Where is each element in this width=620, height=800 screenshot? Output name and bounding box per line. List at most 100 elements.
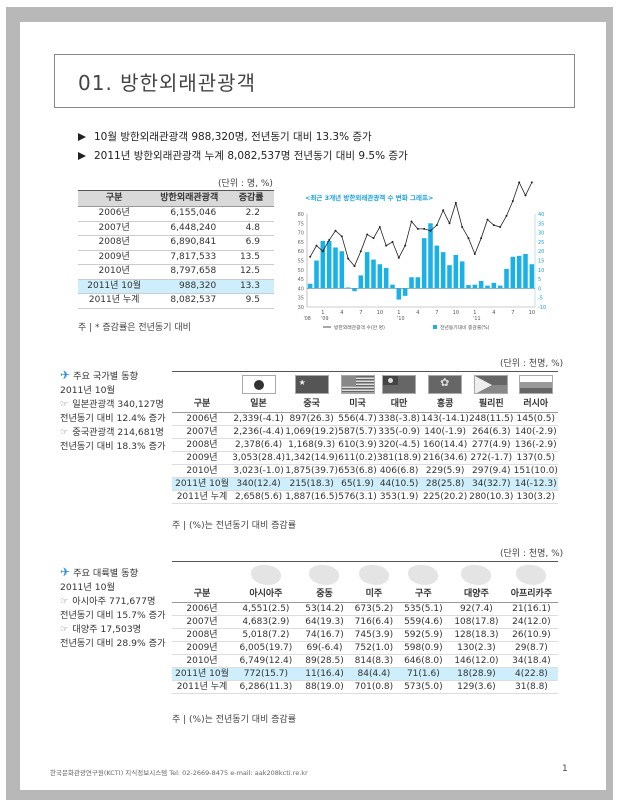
triangle-bullet-icon (78, 133, 86, 141)
table-cell: 88(19.0) (299, 680, 350, 694)
table-cell: 264(6.3) (469, 425, 514, 439)
table-cell: 988,320 (150, 279, 229, 294)
x-tick-label: 10 (453, 310, 459, 316)
table-cell: 611(0.2) (338, 451, 377, 465)
icon-cell (448, 562, 505, 588)
table-cell: 4,683(2.9) (232, 615, 300, 629)
year-label: '11 (473, 316, 480, 322)
visitor-point (416, 227, 419, 230)
rate-bar (339, 251, 345, 289)
table-cell: 8,082,537 (150, 293, 229, 309)
pointing-hand-icon: ☞ (60, 427, 69, 438)
table-cell: 2,658(5.6) (232, 490, 286, 504)
table-row: 2008년 5,018(7.2) 74(16.7) 745(3.9) 592(5.9) 1… (172, 628, 558, 642)
rate-bar (358, 275, 364, 289)
side-item: 전년동기 대비 18.3% 증가 (60, 441, 166, 452)
table-cell: 6,005(19.7) (232, 641, 300, 655)
table-cell: 381(18.9) (376, 451, 422, 465)
table-cell: 229(5.9) (421, 464, 470, 478)
table-cell: 216(34.6) (421, 451, 470, 465)
table-cell: 4.8 (228, 221, 274, 236)
table-cell: 6,448,240 (150, 221, 229, 236)
table-row: 2008년 2,378(6.4) 1,168(9.3) 610(3.9) 320(-4.… (172, 438, 558, 452)
side-item: 전년동기 대비 12.4% 증가 (60, 413, 166, 424)
rate-bar (529, 264, 535, 289)
table-cell: 74(16.7) (299, 628, 350, 642)
table-cell: 24(12.0) (504, 615, 558, 629)
table-cell: 576(3.1) (338, 490, 377, 504)
rate-bar (447, 265, 452, 289)
table-cell: 646(8.0) (398, 654, 449, 668)
visitor-point (461, 226, 464, 229)
table-cell: 14(-12.3) (513, 477, 558, 491)
japan-flag-icon (241, 375, 276, 395)
icon-cell (513, 372, 558, 398)
visitor-point (372, 237, 375, 240)
visitor-point (321, 250, 324, 253)
visitor-chart: <최근 3개년 방한외래관광객 수 변화 그래프>303540455055606… (298, 181, 546, 330)
airplane-icon: ✈ (60, 565, 71, 579)
y-right-tick-label: 15 (538, 259, 544, 265)
table-cell: 335(-0.9) (376, 425, 422, 439)
x-tick-label: 10 (529, 310, 535, 316)
oceania-map-icon (461, 564, 492, 585)
table-row: 2011년 누계 2,658(5.6) 1,887(16.5) 576(3.1) 353… (172, 490, 558, 504)
table-cell: 146(12.0) (448, 654, 505, 668)
column-header: 미국 (338, 397, 377, 413)
rate-bar (396, 288, 402, 300)
visitor-point (518, 181, 521, 184)
column-header: 아시아주 (232, 587, 300, 603)
header-row: 구분 방한외래관광객 증감률 (78, 190, 274, 207)
visitor-point (353, 265, 356, 268)
table-cell: 11(16.4) (299, 667, 350, 681)
table-cell: 897(26.3) (285, 412, 339, 426)
x-tick-label: 7 (359, 310, 362, 316)
table-cell: 21(16.1) (504, 602, 558, 616)
table-cell: 2007년 (172, 425, 232, 439)
x-tick-label: 4 (416, 310, 419, 316)
rate-bar (523, 253, 528, 289)
table-row: 2010년 3,023(-1.0) 1,875(39.7) 653(6.8) 406(6… (172, 464, 558, 478)
table-cell: 2,378(6.4) (232, 438, 286, 452)
rate-bar (516, 255, 522, 289)
africa-map-icon (516, 564, 547, 585)
y-left-tick-label: 50 (298, 268, 304, 274)
taiwan-flag-icon (382, 375, 417, 395)
table-cell: 248(11.5) (469, 412, 514, 426)
rate-bar (478, 280, 484, 289)
y-right-tick-label: -10 (538, 305, 546, 311)
visitor-point (378, 226, 381, 229)
y-left-tick-label: 60 (298, 249, 304, 255)
table-cell: 69(-6.4) (299, 641, 350, 655)
icon-cell (232, 372, 285, 398)
visitor-point (385, 244, 388, 247)
legend-label: 방한외래관광객 수(만 명) (334, 324, 385, 330)
y-right-tick-label: 25 (538, 240, 544, 246)
visitor-point (334, 229, 337, 232)
side-item: 전년동기 대비 15.7% 증가 (60, 610, 166, 621)
summary-table: 구분 방한외래관광객 증감률 2006년 6,155,046 2.2 2007년 6,448,… (78, 190, 274, 309)
table-cell: 34(18.4) (504, 654, 558, 668)
year-label: '08 (303, 316, 310, 322)
visitor-point (328, 239, 331, 242)
header-row: 구분 아시아주 중동 미주 구주 대양주 아프리카주 (172, 587, 558, 603)
y-left-tick-label: 75 (298, 221, 304, 227)
rate-bar (307, 283, 313, 289)
table-cell: 225(20.2) (421, 490, 470, 504)
table-cell: 2,236(-4.4) (232, 425, 286, 439)
rate-bar (504, 268, 509, 289)
table-row: 2007년 2,236(-4.4) 1,069(19.2) 587(5.7) 335(-… (172, 425, 558, 439)
column-header: 구분 (172, 587, 232, 603)
summary-note: 주 | * 증감률은 전년동기 대비 (78, 323, 191, 333)
rate-bar (421, 238, 427, 289)
table-cell: 2010년 (78, 264, 151, 280)
china-flag-icon: ★ (294, 375, 329, 395)
table-cell: 44(10.5) (376, 477, 422, 491)
rate-bar (364, 252, 370, 289)
rate-bar (377, 264, 383, 289)
y-left-tick-label: 65 (298, 240, 304, 246)
table-cell: 535(5.1) (398, 602, 449, 616)
visitor-point (442, 209, 445, 212)
x-tick-label: 7 (435, 310, 438, 316)
rate-bar (383, 267, 389, 289)
